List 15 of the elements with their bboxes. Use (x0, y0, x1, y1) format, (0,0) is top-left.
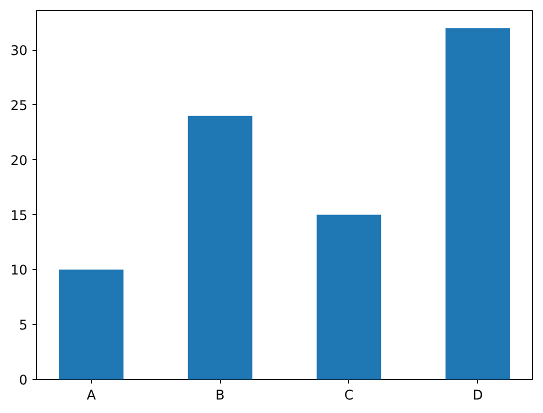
y-tick-label: 15 (10, 208, 28, 224)
y-tick-label: 10 (10, 264, 28, 279)
y-tick-label: 25 (10, 98, 28, 114)
y-tick-label: 5 (19, 318, 28, 334)
x-tick-label: A (86, 388, 96, 404)
y-tick-label: 0 (19, 374, 28, 388)
bar (316, 214, 382, 380)
bar (59, 270, 124, 380)
y-tick-label: 20 (10, 154, 28, 169)
y-tick-label: 30 (10, 44, 28, 60)
x-tick-label: B (216, 388, 225, 404)
x-tick-label: D (472, 388, 483, 404)
bar (446, 28, 510, 380)
bar (188, 116, 252, 380)
x-tick-label: C (344, 388, 354, 404)
